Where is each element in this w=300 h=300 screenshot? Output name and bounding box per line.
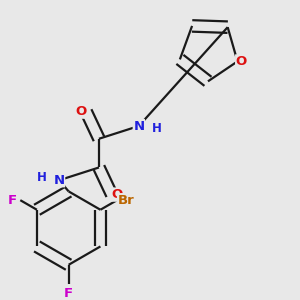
Text: H: H bbox=[37, 171, 46, 184]
Text: F: F bbox=[8, 194, 17, 207]
Text: O: O bbox=[76, 105, 87, 118]
Text: O: O bbox=[111, 188, 122, 201]
Text: N: N bbox=[53, 174, 64, 187]
Text: F: F bbox=[64, 287, 73, 300]
Text: O: O bbox=[236, 55, 247, 68]
Text: N: N bbox=[133, 119, 144, 133]
Text: H: H bbox=[152, 122, 161, 135]
Text: Br: Br bbox=[118, 194, 134, 207]
